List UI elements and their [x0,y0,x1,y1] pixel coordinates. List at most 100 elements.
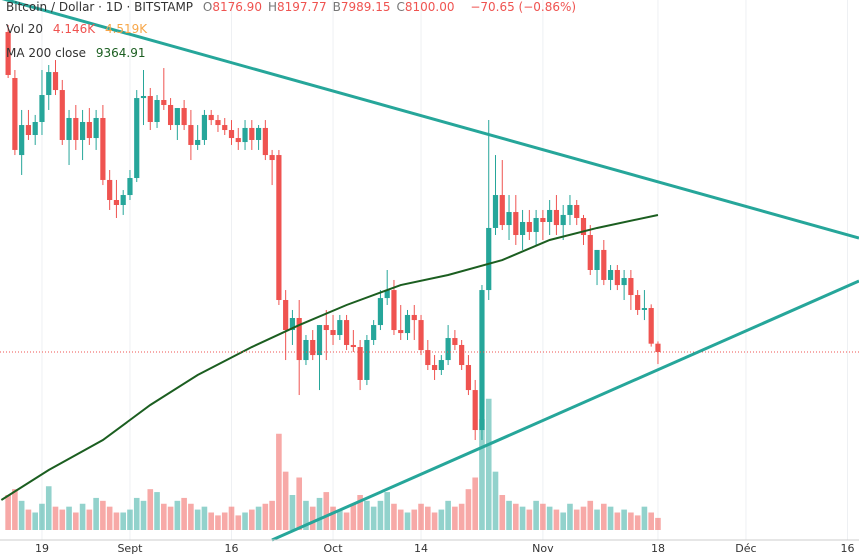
candle-body [107,179,113,201]
volume-bar [350,503,357,530]
volume-bar [161,503,167,530]
volume-bar [357,495,363,530]
volume-bar [391,503,397,530]
candle-body [337,320,343,336]
volume-bar [228,506,235,530]
ohlc-value: 7989.15 [340,0,391,14]
ohlc-key: H [267,0,277,14]
candle-body [188,125,194,145]
volume-bar [235,515,242,530]
candle-body [580,217,587,236]
candle-body [167,104,174,126]
volume-bar [188,503,194,530]
candle-body [587,235,593,270]
volume-bar [73,512,79,530]
candle-body [641,308,648,310]
candle-body [594,249,600,270]
candle-body [486,227,492,291]
volume-bar [587,500,594,530]
candle-body [276,155,282,301]
volume-bar [133,497,140,530]
volume-bar [167,506,174,530]
candle-body [431,365,438,371]
volume-bar [621,509,627,530]
volume-bar [106,506,113,530]
volume-bar [174,500,181,530]
volume-bar [567,503,573,530]
candle-body [228,130,235,139]
volume-bar [607,506,614,530]
candle-body [86,121,92,139]
candle-body [310,339,316,356]
volume-bar [140,500,147,530]
volume-bar [546,506,553,530]
volume-bar [181,497,187,530]
volume-bar [289,495,296,530]
volume-bar [641,506,648,530]
volume-bar [39,503,45,530]
x-tick-label: 19 [35,542,49,555]
ma-value: 9364.91 [95,46,146,60]
x-tick-label: 16 [225,542,239,555]
candle-body [303,339,309,361]
candle-body [120,195,126,205]
candle-body [519,222,526,236]
candle-body [411,314,417,321]
ohlc-value: 8197.77 [276,0,327,14]
volume-bar [337,509,343,530]
candle-body [628,278,634,296]
trend-line-lower [271,279,859,542]
candle-body [540,217,546,223]
volume-bar [594,509,600,530]
volume-bar [276,433,282,530]
candle-body [255,127,262,140]
candle-body [269,155,275,161]
volume-bar [499,495,506,530]
candle-body [222,125,228,131]
ohlc-key: B [332,0,341,14]
volume-bar [485,398,492,530]
candle-body [418,320,424,351]
volume-bar [506,500,512,530]
volume-name: Vol 20 [6,22,44,36]
candle-body [614,270,620,286]
change: −70.65 (−0.86%) [470,0,577,14]
legend-row-volume: Vol 20 4.146K 4.519K [6,22,153,36]
volume-bar [25,509,32,530]
candle-body [607,270,614,280]
candle-body [384,290,390,299]
volume-bar [120,512,126,530]
x-tick-label: Sept [117,542,143,555]
candle-body [330,330,336,336]
candle-body [425,350,431,366]
candle-body [404,314,411,334]
candle-body [154,100,160,122]
candle-body [533,217,539,232]
candle-body [479,290,485,431]
candle-body [66,117,72,140]
trend-line-upper [1,0,859,240]
ohlc-value: 8176.90 [212,0,262,14]
candle-body [249,127,255,140]
volume-bar [262,503,269,530]
volume-bar [147,489,154,530]
candle-body [73,117,79,140]
volume-bar [309,506,316,530]
volume-bar [634,515,641,530]
x-tick-label: 14 [414,542,428,555]
candle-body [296,317,302,361]
volume-bar [154,492,160,530]
candle-body [46,72,52,96]
volume-bar [93,497,99,530]
x-tick-label: 16 [840,542,854,555]
candle-body [499,195,505,226]
volume-bar [364,500,370,530]
volume-bar [32,512,38,530]
candle-body [140,95,147,99]
volume-bar [533,500,539,530]
volume-bar [445,500,451,530]
volume-bar [472,477,478,530]
volume-bar [648,512,654,530]
